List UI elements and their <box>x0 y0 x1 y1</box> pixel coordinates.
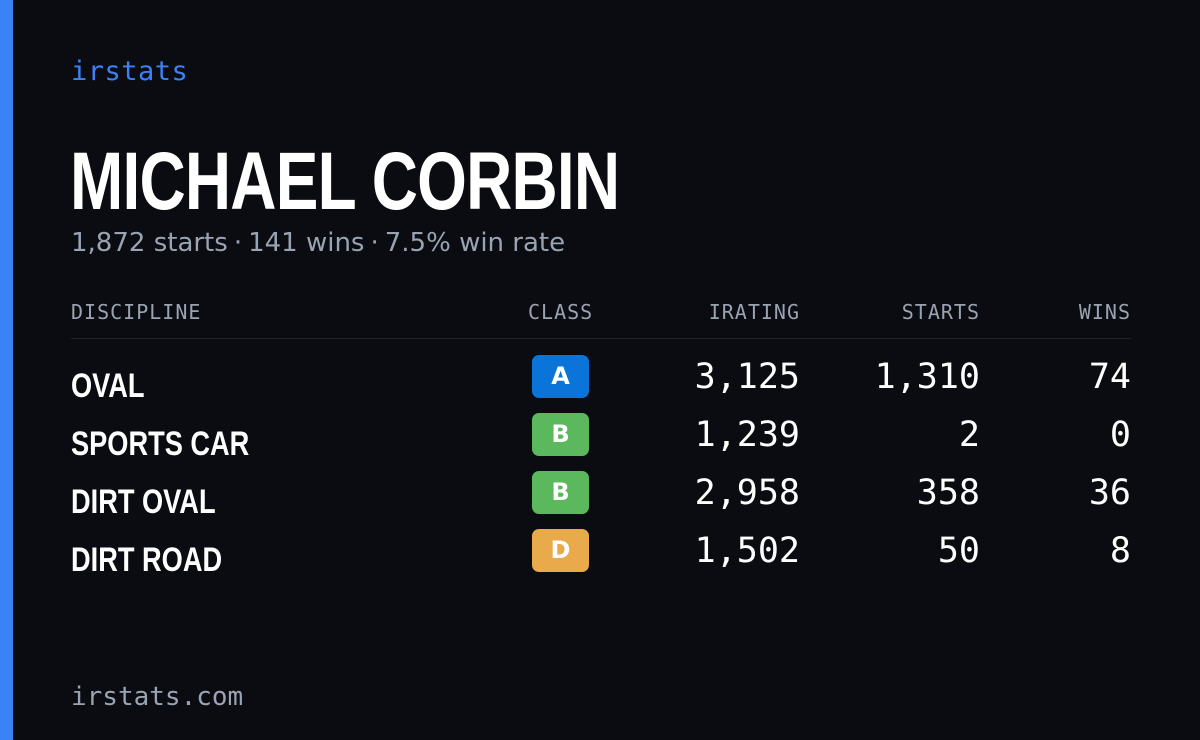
summary-separator: · <box>370 228 379 258</box>
summary-starts: 1,872 starts <box>71 228 228 258</box>
row-irating: 3,125 <box>694 357 800 397</box>
table-body: OVAL A 3,125 1,310 74 SPORTS CAR B 1,239… <box>71 339 1131 587</box>
class-badge: D <box>532 529 589 572</box>
table-row: DIRT OVAL B 2,958 358 36 <box>71 471 1131 529</box>
header-starts: STARTS <box>901 300 980 324</box>
row-wins: 0 <box>1109 415 1131 455</box>
accent-bar <box>0 0 13 740</box>
table-row: OVAL A 3,125 1,310 74 <box>71 355 1131 413</box>
row-starts: 1,310 <box>874 357 980 397</box>
row-discipline: SPORTS CAR <box>71 425 250 463</box>
row-discipline: OVAL <box>71 367 145 405</box>
row-starts: 50 <box>937 531 980 571</box>
header-irating: IRATING <box>708 300 800 324</box>
row-irating: 2,958 <box>694 473 800 513</box>
summary-win-rate: 7.5% win rate <box>384 228 566 258</box>
header-discipline: DISCIPLINE <box>71 300 202 324</box>
class-badge: B <box>532 471 589 514</box>
table-row: DIRT ROAD D 1,502 50 8 <box>71 529 1131 587</box>
footer-url: irstats.com <box>71 682 244 712</box>
row-wins: 8 <box>1109 531 1131 571</box>
row-starts: 358 <box>916 473 980 513</box>
table-row: SPORTS CAR B 1,239 2 0 <box>71 413 1131 471</box>
class-badge: A <box>532 355 589 398</box>
row-starts: 2 <box>958 415 980 455</box>
table-header: DISCIPLINE CLASS IRATING STARTS WINS <box>71 300 1131 339</box>
driver-summary: 1,872 starts · 141 wins · 7.5% win rate <box>71 228 565 258</box>
header-class: CLASS <box>528 300 594 324</box>
header-wins: WINS <box>1078 300 1131 324</box>
discipline-table: DISCIPLINE CLASS IRATING STARTS WINS OVA… <box>71 300 1131 587</box>
row-wins: 36 <box>1088 473 1131 513</box>
brand-logo: irstats <box>71 56 189 87</box>
row-discipline: DIRT OVAL <box>71 483 216 521</box>
row-wins: 74 <box>1088 357 1131 397</box>
row-irating: 1,239 <box>694 415 800 455</box>
summary-separator: · <box>233 228 243 258</box>
row-irating: 1,502 <box>694 531 800 571</box>
summary-wins: 141 wins <box>248 228 365 258</box>
driver-name: MICHAEL CORBIN <box>70 136 620 227</box>
class-badge: B <box>532 413 589 456</box>
row-discipline: DIRT ROAD <box>71 541 223 579</box>
